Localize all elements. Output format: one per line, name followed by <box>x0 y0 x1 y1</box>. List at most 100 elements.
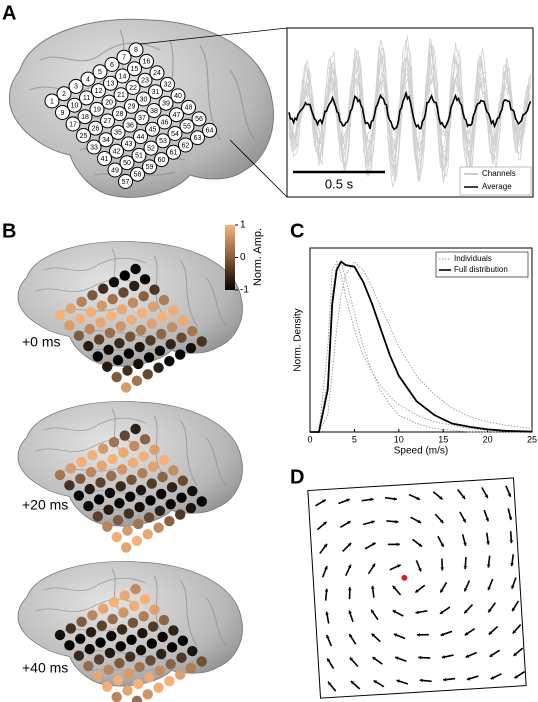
electrode-dot <box>120 382 132 393</box>
electrode-dot <box>111 691 122 702</box>
electrode-dot <box>187 645 198 657</box>
electrode-label: 26 <box>92 126 100 133</box>
electrode-label: 9 <box>61 110 65 117</box>
electrode-dot <box>83 340 94 352</box>
electrode-dot <box>75 473 86 484</box>
electrode-dot <box>133 358 144 370</box>
electrode-dot <box>96 620 108 631</box>
arrow-head <box>393 633 398 637</box>
arrow-head <box>347 564 352 569</box>
electrode-label: 3 <box>74 84 78 91</box>
electrode-dot <box>185 342 197 354</box>
arrow-head <box>419 678 423 683</box>
electrode-dot <box>108 276 120 288</box>
electrode-dot <box>168 625 179 636</box>
electrode-label: 37 <box>138 115 146 122</box>
electrode-dot <box>125 651 136 662</box>
electrode-dot <box>54 469 66 481</box>
arrow-head <box>347 587 352 591</box>
electrode-label: 53 <box>159 138 167 145</box>
electrode <box>133 129 148 145</box>
arrow-head <box>486 541 490 545</box>
electrode <box>179 118 195 134</box>
electrode-dot <box>123 508 135 519</box>
electrode-dot <box>129 280 140 292</box>
electrode <box>167 126 183 141</box>
electrode-dot <box>187 485 198 497</box>
electrode-dot <box>139 434 151 445</box>
electrode-dot <box>149 444 160 455</box>
electrode-dot <box>73 330 85 341</box>
arrow-head <box>440 543 444 547</box>
electrode <box>100 113 115 129</box>
traces <box>288 35 532 188</box>
arrow-head <box>488 608 492 613</box>
channel-trace <box>288 54 531 170</box>
arrow-head <box>487 586 491 591</box>
electrode <box>92 64 108 80</box>
electrode-dot <box>84 483 95 495</box>
arrow-head <box>511 585 515 589</box>
arrow-head <box>372 657 376 661</box>
electrode-label: 35 <box>114 130 122 137</box>
electrode-dot <box>102 681 113 692</box>
arrow-head <box>463 565 468 570</box>
electrode-dot <box>114 498 125 509</box>
electrode-dot <box>87 450 98 461</box>
electrode-grid: 1234567891011121314151617181920212223242… <box>44 42 217 189</box>
electrode-dot <box>119 270 130 281</box>
electrode-label: 11 <box>83 95 90 102</box>
electrode-dot <box>165 499 176 510</box>
electrode-dot <box>130 263 141 275</box>
electrode-dot <box>129 600 140 612</box>
electrode-label: 18 <box>81 114 89 121</box>
electrode-dot <box>135 484 147 496</box>
colorbar-title: Norm. Amp. <box>252 228 264 286</box>
electrode-dot <box>107 613 118 625</box>
arrow-head <box>323 543 328 548</box>
electrode-dot <box>103 664 114 676</box>
colorbar <box>225 225 235 290</box>
electrode <box>79 90 94 106</box>
electrode-dot <box>156 648 167 660</box>
electrode-dot <box>156 328 167 340</box>
electrode-dot <box>126 634 137 645</box>
electrode-dot <box>115 321 126 332</box>
electrode <box>148 84 163 100</box>
y-axis-label: Norm. Density <box>293 308 304 371</box>
electrode-label: 12 <box>95 88 103 95</box>
electrode-label: 8 <box>134 47 138 54</box>
electrode-dot <box>147 461 159 472</box>
electrode-dot <box>123 348 135 359</box>
electrode-dot <box>103 344 114 356</box>
electrode-dot <box>95 317 106 328</box>
arrow-head <box>371 633 375 637</box>
electrode <box>149 65 165 81</box>
electrode <box>77 109 93 125</box>
electrode <box>97 151 112 166</box>
electrode-dot <box>134 501 145 513</box>
electrode-dot <box>177 635 189 646</box>
legend-label: Average <box>482 182 512 191</box>
arrow-head <box>510 562 514 567</box>
electrode <box>137 72 153 88</box>
arrow-head <box>462 518 466 523</box>
electrode-dot <box>138 451 149 462</box>
electrode-dot <box>54 629 66 641</box>
electrode-dot <box>153 522 164 533</box>
distribution-curve <box>310 260 533 433</box>
electrode-dot <box>145 655 156 666</box>
electrode-label: 54 <box>171 131 179 138</box>
arrow-head <box>349 657 354 662</box>
arrow-head <box>465 654 470 658</box>
electrode-dot <box>103 504 114 516</box>
electrode-label: 30 <box>140 96 148 103</box>
legend-label: Individuals <box>454 254 492 263</box>
legend <box>459 166 532 196</box>
electrode-dot <box>85 307 97 318</box>
arrow-head <box>347 543 352 547</box>
colorbar-ticks: 1 0 -1 <box>235 220 249 296</box>
electrode <box>112 106 127 122</box>
electrode-dot <box>111 531 122 543</box>
